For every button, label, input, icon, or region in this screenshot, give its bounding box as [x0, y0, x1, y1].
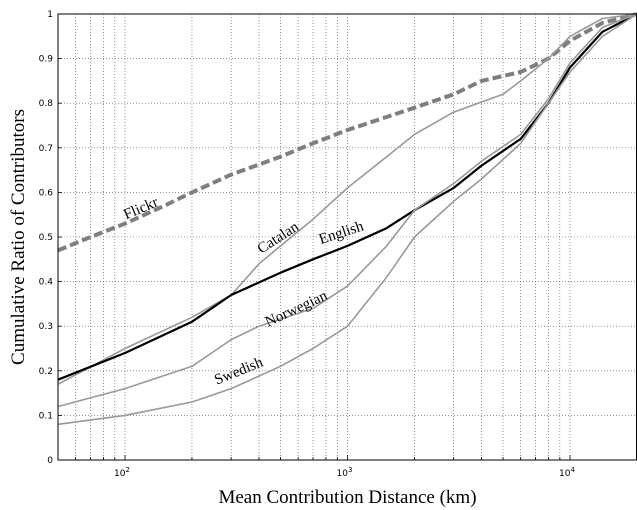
y-tick-label: 0.3 — [39, 322, 53, 332]
x-tick-label: 103 — [337, 466, 353, 479]
y-tick-label: 0.7 — [39, 144, 53, 154]
y-tick-label: 1 — [47, 10, 53, 20]
y-tick-label: 0 — [47, 456, 53, 466]
series-label-flickr: Flickr — [121, 194, 160, 223]
y-tick-label: 0.1 — [39, 411, 53, 421]
series-line-catalan — [57, 13, 637, 385]
ticks: 0 0.1 0.2 0.3 0.4 0.5 0.6 0.7 0.8 0.9 1 102 103 104 — [39, 10, 637, 479]
series-layer — [57, 12, 637, 426]
x-tick-exponent: 2 — [125, 466, 129, 474]
y-tick-label: 0.4 — [39, 278, 54, 288]
x-tick-label: 104 — [559, 466, 575, 479]
series-labels: Flickr Catalan English Norwegian Swedish — [121, 194, 366, 388]
series-line-flickr — [57, 12, 637, 253]
x-axis-title: Mean Contribution Distance (km) — [218, 487, 476, 508]
y-tick-label: 0.8 — [39, 99, 54, 109]
y-tick-label: 0.2 — [39, 367, 53, 377]
series-label-catalan: Catalan — [255, 219, 303, 258]
series-label-swedish: Swedish — [212, 354, 266, 388]
x-tick-exponent: 4 — [571, 466, 576, 474]
series-line-english — [57, 13, 637, 381]
y-tick-label: 0.6 — [39, 188, 54, 198]
series-label-norwegian: Norwegian — [263, 288, 331, 331]
y-tick-label: 0.5 — [39, 233, 53, 243]
x-tick-exponent: 3 — [348, 466, 352, 474]
y-tick-label: 0.9 — [39, 55, 54, 65]
series-label-english: English — [317, 218, 366, 248]
series-line-norwegian — [57, 13, 637, 408]
series-line-swedish — [57, 13, 637, 426]
y-axis-title: Cumulative Ratio of Contributors — [8, 109, 29, 365]
x-tick-label: 102 — [114, 466, 130, 479]
